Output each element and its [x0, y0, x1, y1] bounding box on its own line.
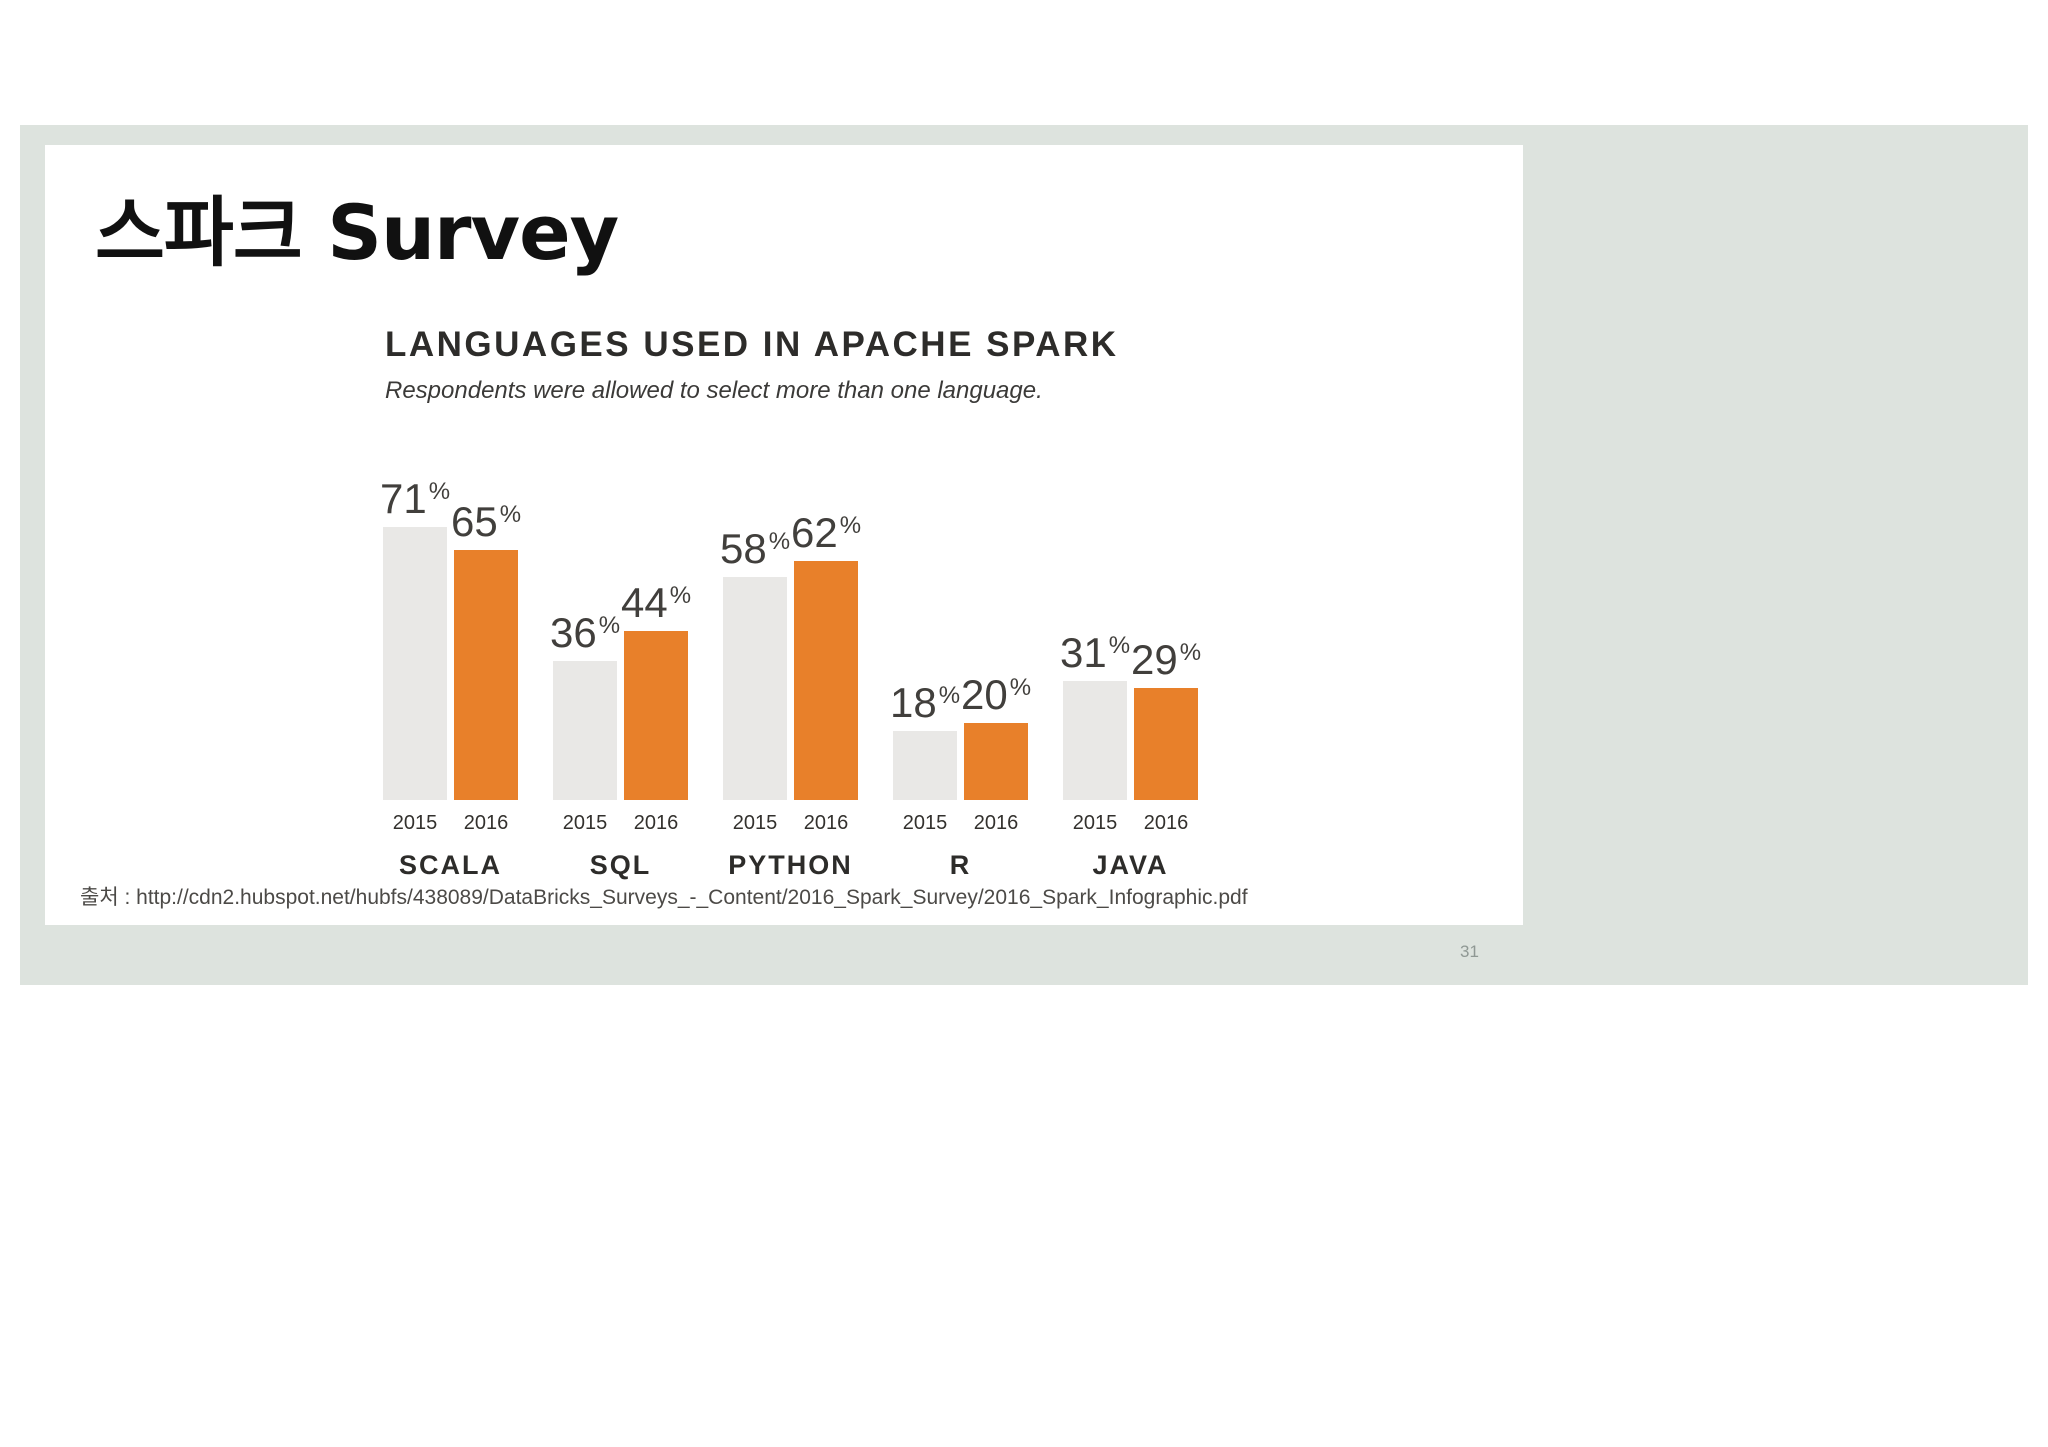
bar-2016: [454, 550, 518, 800]
percent-sign: %: [1179, 639, 1202, 666]
slide-frame: 스파크 Survey LANGUAGES USED IN APACHE SPAR…: [20, 125, 2028, 985]
bar-chart: 71% 65% 2015 2016 SCALA 36% 44% 2015 2016 SQL 58% 6…: [380, 455, 1201, 881]
bar-column: 36%: [550, 612, 620, 800]
bar-column: 58%: [720, 528, 790, 800]
percent-sign: %: [1108, 632, 1131, 659]
category-label: R: [949, 850, 972, 880]
year-labels: 2015 2016: [383, 812, 518, 835]
chart-title: LANGUAGES USED IN APACHE SPARK: [385, 325, 1119, 364]
bar-group: 36% 44% 2015 2016 SQL: [550, 455, 691, 881]
percent-sign: %: [598, 612, 621, 639]
value-number: 20: [960, 671, 1008, 718]
value-number: 65: [450, 498, 498, 545]
year-label: 2015: [732, 812, 778, 834]
bar-pair: 71% 65%: [380, 455, 521, 800]
bar-2016: [624, 631, 688, 800]
value-label: 20%: [961, 674, 1031, 716]
value-label: 62%: [791, 512, 861, 554]
chart-subtitle: Respondents were allowed to select more …: [385, 377, 1043, 404]
year-label: 2015: [902, 812, 948, 834]
value-number: 18: [889, 679, 937, 726]
value-number: 71: [379, 475, 427, 522]
percent-sign: %: [768, 528, 791, 555]
slide-content-panel: 스파크 Survey LANGUAGES USED IN APACHE SPAR…: [45, 145, 1523, 925]
category-label: JAVA: [1092, 850, 1169, 880]
percent-sign: %: [839, 512, 862, 539]
value-label: 18%: [890, 682, 960, 724]
page-number: 31: [1460, 942, 1479, 961]
bar-pair: 31% 29%: [1060, 455, 1201, 800]
value-number: 29: [1130, 636, 1178, 683]
bar-group: 58% 62% 2015 2016 PYTHON: [720, 455, 861, 881]
bar-column: 44%: [621, 582, 691, 800]
bar-column: 31%: [1060, 632, 1130, 800]
bar-groups: 71% 65% 2015 2016 SCALA 36% 44% 2015 2016 SQL 58% 6…: [380, 455, 1201, 881]
percent-sign: %: [938, 682, 961, 709]
value-label: 44%: [621, 582, 691, 624]
bar-2015: [893, 731, 957, 800]
value-number: 44: [620, 579, 668, 626]
percent-sign: %: [499, 501, 522, 528]
category-label: SCALA: [399, 850, 502, 880]
year-labels: 2015 2016: [1063, 812, 1198, 835]
value-number: 58: [719, 525, 767, 572]
bar-column: 65%: [451, 501, 521, 800]
year-label: 2015: [1072, 812, 1118, 834]
bar-pair: 18% 20%: [890, 455, 1031, 800]
bar-pair: 36% 44%: [550, 455, 691, 800]
category-label: SQL: [589, 850, 652, 880]
year-label: 2015: [562, 812, 608, 834]
year-label: 2016: [803, 812, 849, 834]
bar-group: 71% 65% 2015 2016 SCALA: [380, 455, 521, 881]
value-label: 31%: [1060, 632, 1130, 674]
value-label: 58%: [720, 528, 790, 570]
slide-title: 스파크 Survey: [95, 188, 619, 277]
percent-sign: %: [1009, 674, 1032, 701]
bar-column: 71%: [380, 478, 450, 800]
value-label: 36%: [550, 612, 620, 654]
category-label: PYTHON: [728, 850, 853, 880]
value-label: 71%: [380, 478, 450, 520]
percent-sign: %: [669, 582, 692, 609]
bar-group: 31% 29% 2015 2016 JAVA: [1060, 455, 1201, 881]
bar-pair: 58% 62%: [720, 455, 861, 800]
bar-2015: [383, 527, 447, 800]
bar-column: 29%: [1131, 639, 1201, 800]
year-label: 2015: [392, 812, 438, 834]
bar-column: 20%: [961, 674, 1031, 800]
bar-column: 62%: [791, 512, 861, 800]
year-labels: 2015 2016: [893, 812, 1028, 835]
value-label: 29%: [1131, 639, 1201, 681]
bar-2015: [553, 661, 617, 800]
year-label: 2016: [973, 812, 1019, 834]
bar-2016: [964, 723, 1028, 800]
source-citation: 출처 : http://cdn2.hubspot.net/hubfs/43808…: [80, 886, 1248, 909]
bar-2016: [1134, 688, 1198, 800]
year-labels: 2015 2016: [723, 812, 858, 835]
value-number: 36: [549, 609, 597, 656]
year-label: 2016: [463, 812, 509, 834]
bar-column: 18%: [890, 682, 960, 800]
value-number: 31: [1059, 629, 1107, 676]
year-label: 2016: [633, 812, 679, 834]
value-number: 62: [790, 509, 838, 556]
bar-2015: [723, 577, 787, 800]
year-label: 2016: [1143, 812, 1189, 834]
bar-2016: [794, 561, 858, 800]
bar-group: 18% 20% 2015 2016 R: [890, 455, 1031, 881]
value-label: 65%: [451, 501, 521, 543]
year-labels: 2015 2016: [553, 812, 688, 835]
bar-2015: [1063, 681, 1127, 800]
percent-sign: %: [428, 478, 451, 505]
